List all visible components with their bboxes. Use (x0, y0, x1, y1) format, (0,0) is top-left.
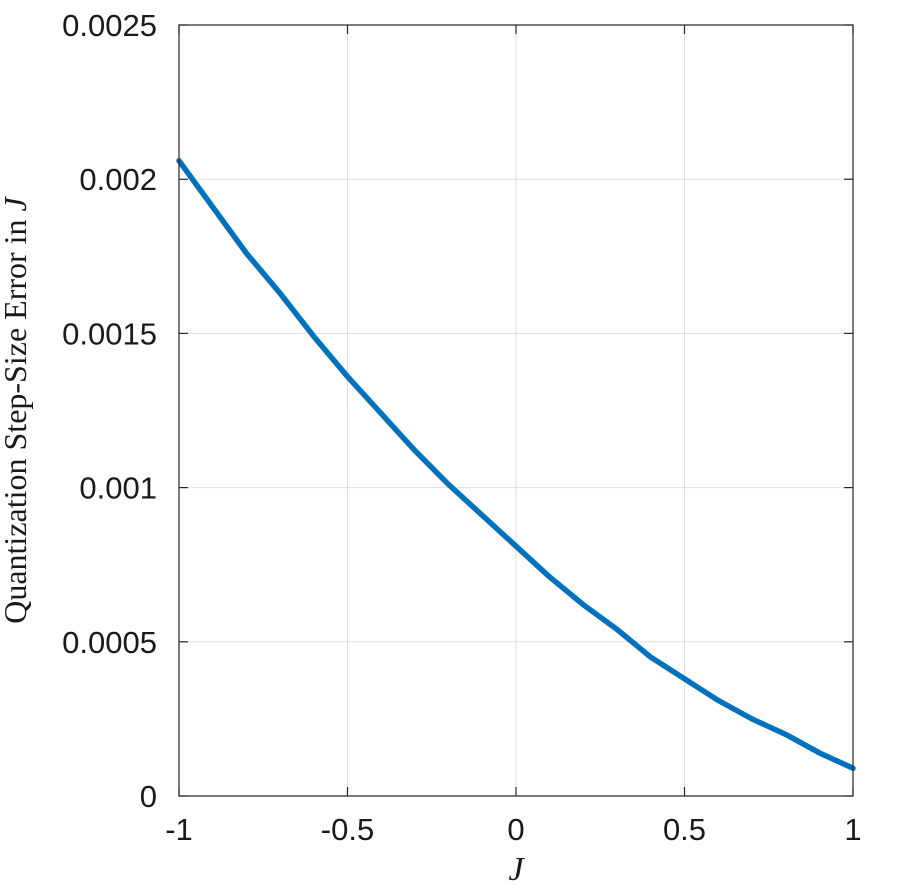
x-axis-label: J (508, 851, 525, 888)
x-tick-label: 1 (844, 812, 861, 847)
y-tick-label: 0.001 (79, 471, 157, 506)
y-tick-label: 0.0005 (62, 625, 157, 660)
y-tick-labels: 0 0.0005 0.001 0.0015 0.002 0.0025 (62, 8, 157, 814)
y-axis-label-var: J (0, 195, 33, 211)
y-tick-label: 0 (140, 779, 157, 814)
y-axis-label: Quantization Step-Size Error in J (0, 195, 33, 623)
x-tick-label: 0.5 (663, 812, 706, 847)
x-tick-label: -0.5 (321, 812, 374, 847)
series-layer (176, 157, 856, 771)
x-tick-label: 0 (507, 812, 524, 847)
y-axis-label-text: Quantization Step-Size Error in (0, 211, 33, 623)
y-tick-label: 0.0025 (62, 8, 157, 43)
x-tick-label: -1 (165, 812, 193, 847)
y-tick-label: 0.002 (79, 162, 157, 197)
x-tick-labels: -1 -0.5 0 0.5 1 (165, 812, 861, 847)
series-line (176, 157, 856, 771)
grid-lines (178, 24, 854, 797)
y-tick-label: 0.0015 (62, 316, 157, 351)
axis-ticks (178, 24, 854, 797)
